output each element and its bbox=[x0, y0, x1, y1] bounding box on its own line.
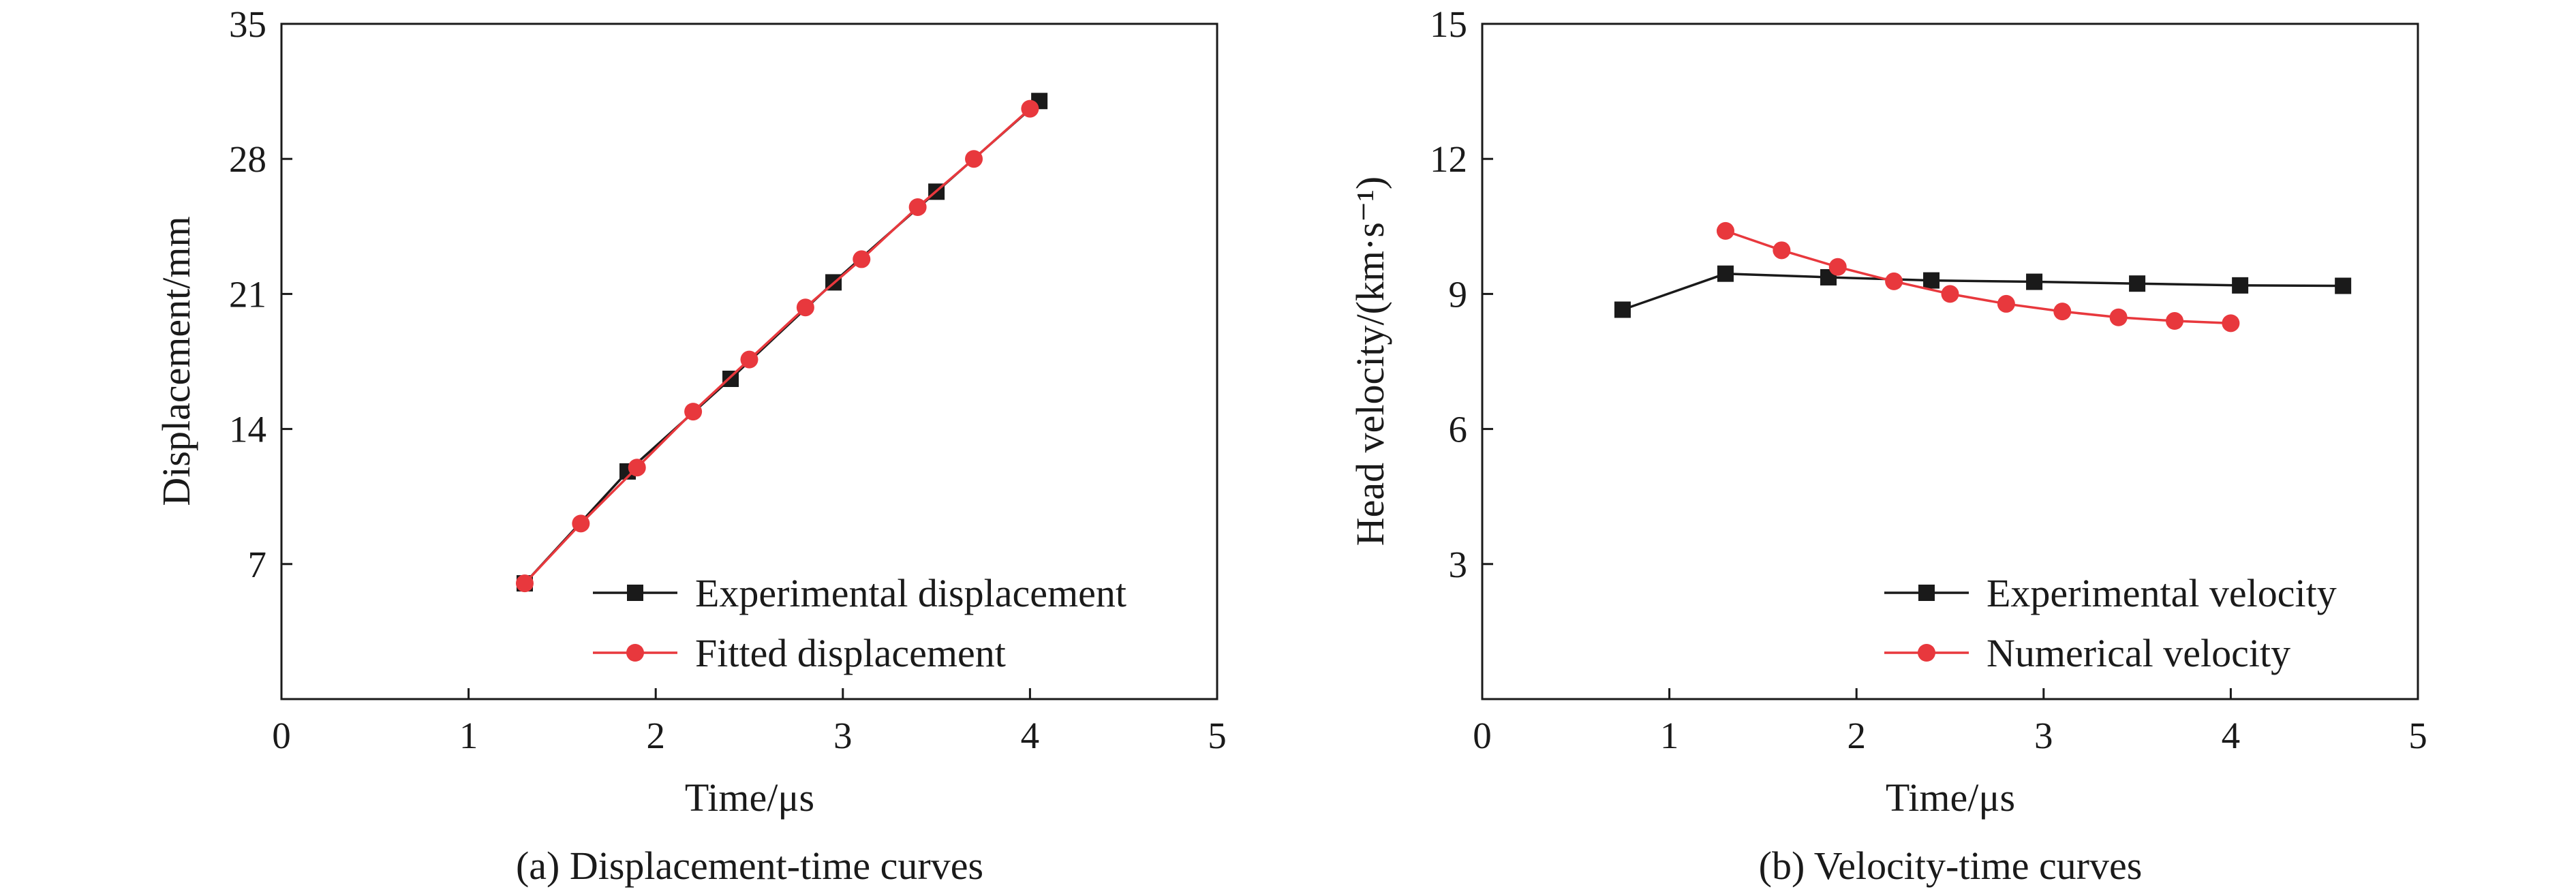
legend-marker-circle bbox=[1918, 644, 1935, 662]
series-line-1 bbox=[1622, 272, 2344, 311]
data-point-circle bbox=[740, 350, 758, 369]
y-tick-label: 14 bbox=[229, 409, 266, 450]
y-tick-label: 7 bbox=[248, 544, 267, 585]
panel-displacement: 0 1 2 3 4 5 7 14 21 28 35 Experimental displacemen… bbox=[154, 3, 1227, 888]
x-tick-label: 4 bbox=[2222, 715, 2241, 756]
caption-b: (b) Velocity-time curves bbox=[1759, 844, 2143, 888]
data-point-circle bbox=[1828, 258, 1847, 276]
legend-marker-square bbox=[627, 585, 643, 601]
data-point-circle bbox=[515, 574, 534, 593]
data-point-square bbox=[2335, 277, 2352, 294]
data-point-circle bbox=[2222, 314, 2240, 333]
y-tick-label: 6 bbox=[1449, 409, 1468, 450]
data-point-circle bbox=[1941, 285, 1959, 303]
x-axis-label-b: Time/μs bbox=[1886, 775, 2015, 820]
data-point-circle bbox=[1716, 221, 1734, 240]
x-tick-label: 3 bbox=[2034, 715, 2053, 756]
data-point-circle bbox=[908, 198, 927, 216]
data-point-circle bbox=[684, 403, 703, 421]
legend-marker-circle bbox=[626, 644, 644, 662]
series-layer-b bbox=[1614, 221, 2352, 333]
x-tick-label: 1 bbox=[459, 715, 478, 756]
y-tick-label: 12 bbox=[1430, 138, 1467, 180]
data-point-circle bbox=[572, 514, 590, 533]
data-point-circle bbox=[628, 459, 646, 477]
data-point-square bbox=[1717, 265, 1734, 282]
data-point-square bbox=[2129, 275, 2146, 292]
data-point-circle bbox=[1885, 272, 1903, 290]
legend-a: Experimental displacement Fitted displace… bbox=[593, 571, 1126, 675]
x-tick-label: 5 bbox=[2408, 715, 2427, 756]
data-point-circle bbox=[1997, 294, 2015, 313]
legend-label-1: Experimental velocity bbox=[1987, 571, 2337, 615]
series-line-1 bbox=[523, 99, 1041, 585]
x-tick-label: 5 bbox=[1208, 715, 1227, 756]
x-tick-label: 2 bbox=[646, 715, 665, 756]
legend-b: Experimental velocity Numerical velocity bbox=[1884, 571, 2337, 675]
data-point-square bbox=[2232, 277, 2249, 294]
data-point-circle bbox=[1773, 241, 1791, 260]
x-tick-label: 2 bbox=[1847, 715, 1866, 756]
legend-label-2: Numerical velocity bbox=[1987, 631, 2290, 675]
data-point-square bbox=[1614, 301, 1631, 318]
axis-ticks-a: 0 1 2 3 4 5 7 14 21 28 35 bbox=[229, 3, 1227, 756]
y-tick-label: 15 bbox=[1430, 3, 1467, 45]
y-tick-label: 35 bbox=[229, 3, 266, 45]
data-point-circle bbox=[965, 150, 983, 168]
data-point-square bbox=[2026, 273, 2043, 290]
x-axis-label-a: Time/μs bbox=[685, 775, 814, 820]
plot-frame-b bbox=[1481, 22, 2419, 700]
y-tick-label: 9 bbox=[1449, 273, 1468, 315]
y-tick-label: 3 bbox=[1449, 544, 1468, 585]
legend-label-1: Experimental displacement bbox=[695, 571, 1126, 615]
x-tick-label: 0 bbox=[272, 715, 291, 756]
data-point-square bbox=[1923, 272, 1940, 289]
data-point-circle bbox=[2109, 308, 2128, 326]
y-tick-label: 28 bbox=[229, 138, 266, 180]
y-axis-label-a: Displacement/mm bbox=[154, 216, 198, 506]
series-layer-a bbox=[515, 93, 1048, 593]
x-tick-label: 3 bbox=[833, 715, 853, 756]
x-tick-label: 0 bbox=[1473, 715, 1492, 756]
x-tick-label: 1 bbox=[1660, 715, 1679, 756]
y-tick-label: 21 bbox=[229, 273, 266, 315]
data-point-circle bbox=[853, 250, 871, 268]
caption-a: (a) Displacement-time curves bbox=[516, 844, 983, 888]
data-point-circle bbox=[2166, 312, 2184, 330]
x-tick-label: 4 bbox=[1021, 715, 1040, 756]
y-axis-label-b: Head velocity/(km·s⁻¹) bbox=[1348, 176, 1392, 546]
series-line-2 bbox=[523, 108, 1031, 585]
data-point-circle bbox=[796, 298, 814, 317]
legend-marker-square bbox=[1918, 585, 1935, 601]
data-point-circle bbox=[2053, 303, 2072, 321]
plot-frame-a bbox=[280, 22, 1218, 700]
legend-label-2: Fitted displacement bbox=[695, 631, 1006, 675]
series-line-2 bbox=[1725, 230, 2231, 325]
data-point-circle bbox=[1021, 99, 1039, 118]
